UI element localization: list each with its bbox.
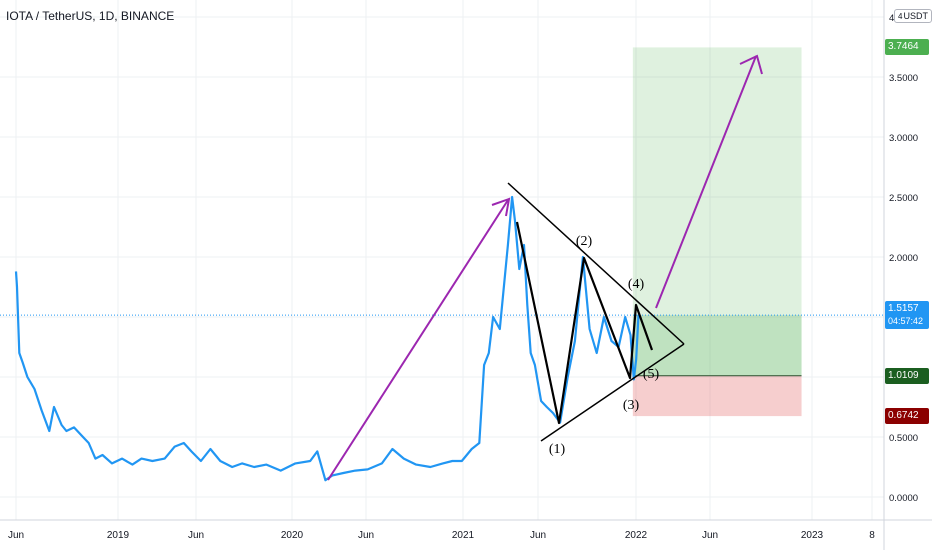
x-tick-label: Jun	[530, 530, 546, 541]
open-profit-zone	[632, 315, 802, 376]
wave-drawing	[515, 221, 654, 425]
x-tick-label: Jun	[358, 530, 374, 541]
quote-currency: USDT	[903, 11, 928, 21]
x-tick-label: Jun	[8, 530, 24, 541]
current-price: 1.5157	[888, 303, 919, 315]
rally-arrowhead	[491, 197, 511, 217]
upper-trendline	[507, 182, 685, 345]
y-tick-label: 2.0000	[889, 253, 918, 264]
x-tick-label: Jun	[702, 530, 718, 541]
target-arrow	[655, 55, 757, 309]
currency-prefix: 4	[898, 12, 903, 21]
symbol-title[interactable]: IOTA / TetherUS, 1D, BINANCE	[6, 9, 175, 23]
wave-label: (1)	[549, 442, 566, 457]
rally-arrow	[327, 199, 509, 481]
y-tick-label: 3.0000	[889, 133, 918, 144]
wave-label: (3)	[623, 398, 640, 413]
x-tick-label: 2020	[281, 530, 304, 541]
current-price-tag: 1.5157 04:57:42	[885, 301, 929, 330]
lower-trendline	[540, 343, 685, 442]
x-tick-label: 2019	[107, 530, 130, 541]
stop-price-tag: 0.6742	[885, 408, 929, 425]
grid	[0, 0, 884, 520]
x-tick-label: 8	[869, 530, 875, 541]
x-tick-label: 2022	[625, 530, 648, 541]
entry-price-tag: 1.0109	[885, 367, 929, 384]
loss-zone	[632, 375, 802, 417]
wave-label: (2)	[576, 234, 593, 249]
x-tick-label: 2023	[801, 530, 824, 541]
position-zones	[632, 47, 802, 417]
bar-countdown: 04:57:42	[888, 316, 924, 327]
y-tick-label: 0.5000	[889, 433, 918, 444]
y-tick-label: 0.0000	[889, 493, 918, 504]
x-tick-label: 2021	[452, 530, 475, 541]
drawings-layer: (1) (2) (3) (4) (5)	[327, 54, 763, 481]
x-tick-label: Jun	[188, 530, 204, 541]
quote-currency-badge[interactable]: 4USDT	[894, 9, 932, 23]
profit-zone	[632, 47, 802, 376]
wave-label: (4)	[628, 277, 645, 292]
target-price-tag: 3.7464	[885, 39, 929, 56]
wave-label: (5)	[643, 367, 660, 382]
y-tick-label: 2.5000	[889, 193, 918, 204]
y-tick-label: 3.5000	[889, 73, 918, 84]
target-arrowhead	[739, 54, 763, 75]
